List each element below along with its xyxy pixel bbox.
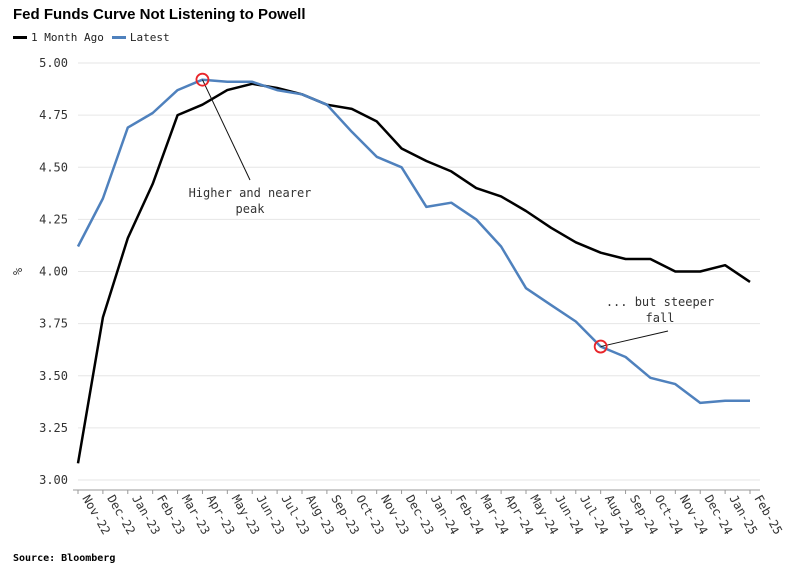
y-tick-label: 3.50 — [39, 369, 68, 383]
legend-label-latest: Latest — [129, 31, 170, 44]
source-note: Source: Bloomberg — [13, 553, 116, 564]
series-line-latest — [76, 78, 750, 405]
annotation-text: peak — [236, 202, 266, 216]
legend-swatch-month-ago — [13, 36, 27, 39]
y-tick-label: 4.50 — [39, 160, 68, 174]
annotation-marker — [593, 339, 608, 354]
chart-title: Fed Funds Curve Not Listening to Powell — [13, 6, 306, 23]
annotation-text: fall — [646, 311, 675, 325]
annotation-text: ... but steeper — [606, 295, 714, 309]
legend-swatch-latest — [111, 36, 126, 39]
legend-label-month-ago: 1 Month Ago — [31, 31, 104, 44]
y-tick-label: 4.75 — [39, 108, 68, 122]
annotation-pointer — [600, 330, 669, 348]
y-tick-label: 3.75 — [39, 317, 68, 331]
legend: 1 Month Ago Latest — [13, 31, 178, 44]
annotation-pointer — [201, 79, 251, 181]
series-line-month-ago — [76, 82, 751, 464]
y-tick-label: 4.00 — [39, 265, 68, 279]
annotation-marker — [195, 72, 210, 87]
y-tick-label: 3.25 — [39, 421, 68, 435]
legend-item-latest: Latest — [111, 31, 170, 44]
legend-item-month-ago: 1 Month Ago — [13, 31, 104, 44]
y-tick-label: 4.25 — [39, 212, 68, 226]
annotation-text: Higher and nearer — [189, 186, 312, 200]
y-tick-label: 3.00 — [39, 473, 68, 487]
y-tick-label: 5.00 — [39, 56, 68, 70]
y-axis-label: % — [11, 267, 25, 275]
